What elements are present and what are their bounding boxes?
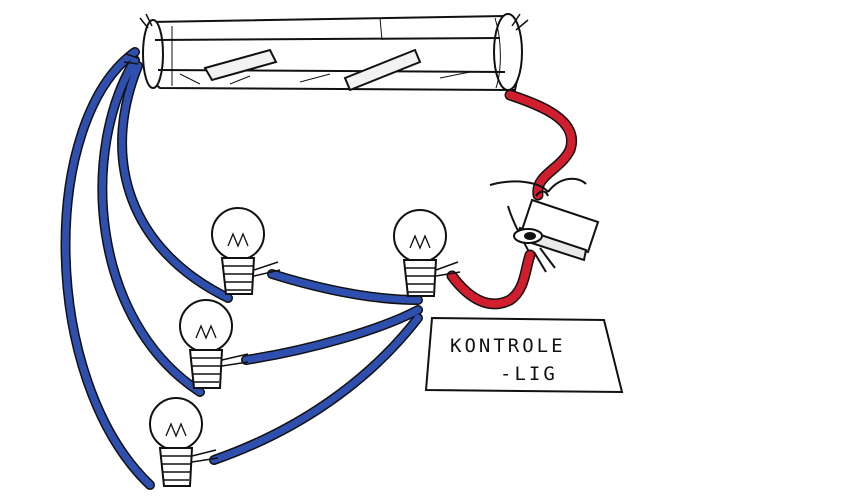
bulb-icon — [393, 209, 461, 297]
label-line-2: -LIG — [500, 363, 558, 385]
bulb-icon — [179, 299, 249, 389]
bulb-icon — [211, 207, 281, 295]
toggle-switch-icon — [489, 177, 600, 273]
red-wires — [446, 89, 578, 310]
label-line-1: KONTROLE — [450, 335, 566, 357]
bulb-icon — [149, 397, 219, 487]
battery-pack-icon — [123, 13, 529, 92]
label-box: KONTROLE -LIG — [424, 316, 624, 394]
blue-wires — [60, 47, 423, 490]
